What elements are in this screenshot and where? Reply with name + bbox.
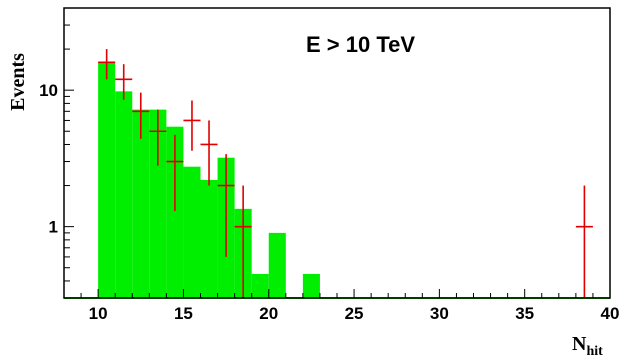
- x-tick-label-25: 25: [345, 304, 364, 323]
- histogram-bar-5: [183, 166, 201, 298]
- x-tick-label-20: 20: [259, 304, 278, 323]
- data-point-8: [234, 185, 252, 298]
- x-tick-label-40: 40: [601, 304, 620, 323]
- x-axis-title-subscript: hit: [586, 344, 603, 359]
- histogram-bar-1: [115, 91, 133, 298]
- histogram-bar-11: [302, 273, 320, 298]
- data-point-7: [217, 154, 235, 257]
- axis-ticks: 10 15 20 25 30 35 40 1 10: [39, 7, 620, 323]
- data-point-4: [166, 134, 184, 212]
- histogram-bar-2: [132, 109, 150, 299]
- energy-cut-annotation: E > 10 TeV: [306, 32, 415, 57]
- data-point-6: [200, 120, 218, 186]
- y-tick-label-10: 10: [39, 81, 58, 100]
- data-points: [98, 49, 593, 298]
- data-point-1: [115, 64, 133, 100]
- histogram-bar-3: [149, 109, 167, 299]
- histogram-bar-4: [166, 126, 184, 298]
- histogram-bar-0: [98, 62, 116, 299]
- y-axis-title: Events: [7, 53, 29, 111]
- y-tick-label-1: 1: [49, 218, 58, 237]
- data-point-2: [132, 92, 150, 139]
- x-tick-label-35: 35: [515, 304, 534, 323]
- histogram-bar-10: [268, 232, 286, 298]
- x-tick-label-30: 30: [430, 304, 449, 323]
- x-axis-title: Nhit: [572, 333, 603, 359]
- data-point-0: [98, 49, 116, 80]
- data-point-9: [575, 185, 593, 298]
- histogram-bar-9: [251, 273, 269, 298]
- histogram-bars: [64, 62, 610, 299]
- x-tick-label-15: 15: [174, 304, 193, 323]
- x-axis-title-main: N: [572, 333, 587, 355]
- data-point-3: [149, 109, 167, 166]
- data-point-5: [183, 100, 201, 151]
- x-tick-label-10: 10: [89, 304, 108, 323]
- histogram-bar-6: [200, 179, 218, 298]
